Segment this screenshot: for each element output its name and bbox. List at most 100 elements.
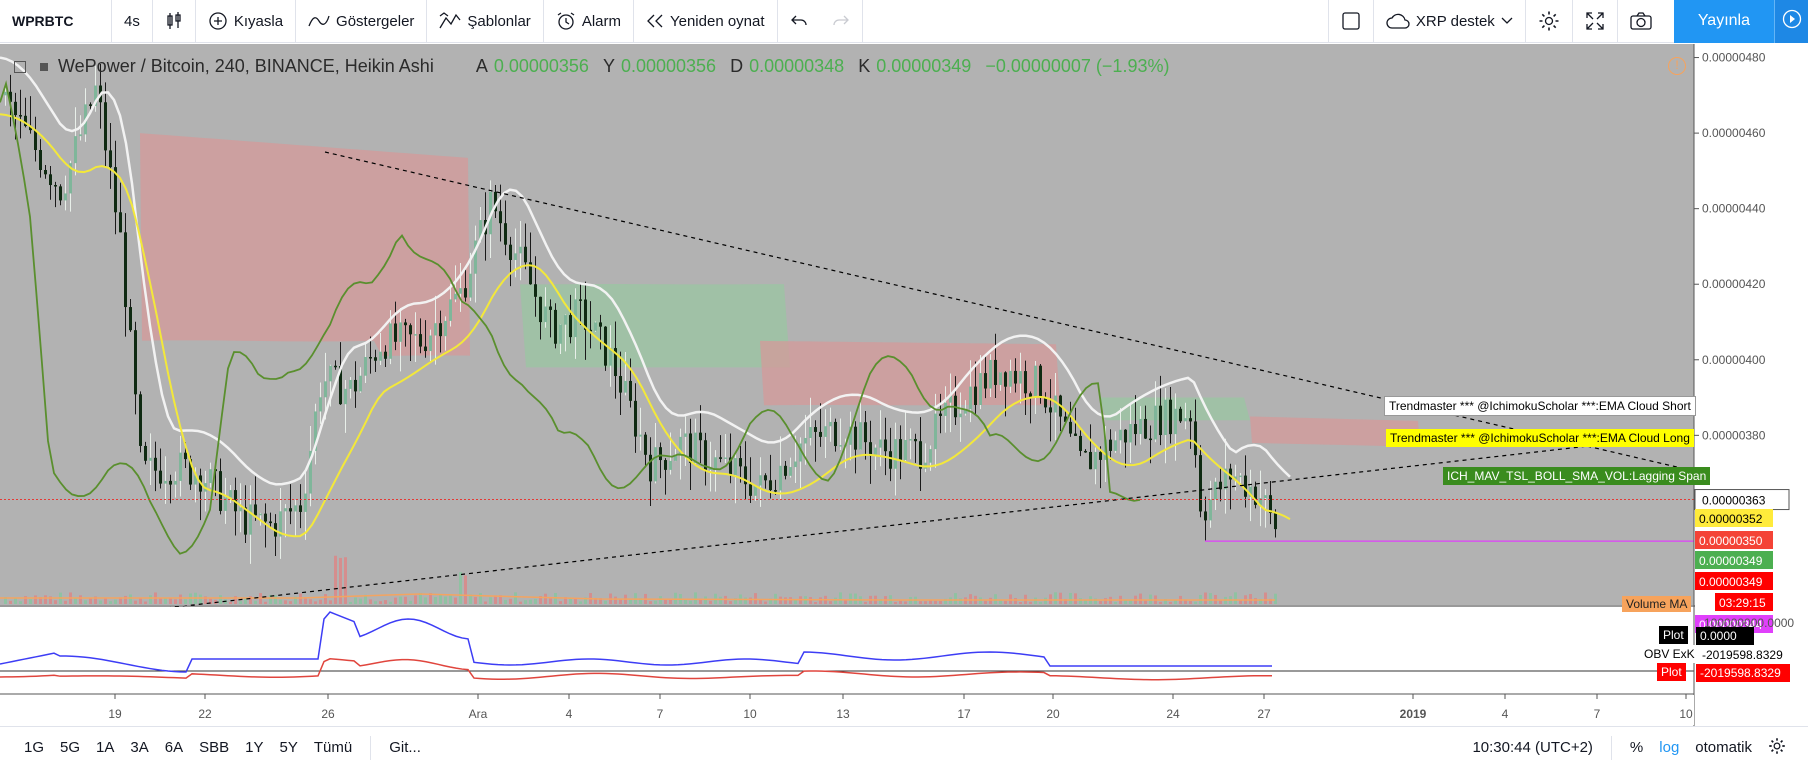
- candle-body: [129, 307, 132, 331]
- volume-bar: [409, 600, 412, 604]
- candle-body: [119, 212, 122, 233]
- candle-body: [754, 485, 757, 496]
- candle-body: [889, 451, 892, 469]
- volume-bar: [709, 600, 712, 604]
- candle-body: [814, 427, 817, 432]
- symbol-search-button[interactable]: WPRBTC: [0, 0, 112, 43]
- clock-timezone[interactable]: 10:30:44 (UTC+2): [1472, 739, 1593, 756]
- compare-button[interactable]: Kıyasla: [196, 0, 297, 43]
- volume-bar: [1009, 594, 1012, 604]
- price-chart[interactable]: 0.00000480 0.00000460 0.00000440 0.00000420…: [0, 44, 1808, 726]
- candle-body: [759, 475, 762, 486]
- volume-bar: [459, 572, 462, 604]
- volume-bar: [29, 599, 32, 604]
- candle-body: [639, 434, 642, 437]
- chart-settings-button[interactable]: [1760, 737, 1794, 759]
- candle-body: [944, 402, 947, 416]
- volume-bar: [854, 593, 857, 604]
- obv-value: -2019598.8329: [1702, 648, 1783, 662]
- auto-toggle[interactable]: otomatik: [1695, 739, 1752, 756]
- settings-button[interactable]: [1526, 0, 1573, 43]
- redo-button[interactable]: [820, 0, 863, 43]
- candle-body: [794, 461, 797, 468]
- fullscreen-icon: [1585, 11, 1605, 31]
- ema-long-line: [0, 113, 1291, 538]
- interval-button[interactable]: 4s: [112, 0, 153, 43]
- candle-body: [439, 323, 442, 337]
- volume-bar: [544, 593, 547, 604]
- volume-bar: [509, 598, 512, 604]
- candle-body: [704, 440, 707, 470]
- volume-bar: [284, 600, 287, 604]
- volume-bar: [749, 597, 752, 604]
- volume-bar: [629, 599, 632, 604]
- price-label-box: [1695, 509, 1773, 527]
- range-6m[interactable]: 6A: [164, 739, 184, 756]
- fullscreen-button[interactable]: [1573, 0, 1618, 43]
- volume-bar: [254, 600, 257, 604]
- candle-body: [144, 445, 147, 461]
- candle-body: [1244, 475, 1247, 497]
- goto-button[interactable]: Git...: [389, 739, 421, 756]
- indicators-button[interactable]: Göstergeler: [296, 0, 428, 43]
- alarm-label: Alarm: [581, 12, 621, 30]
- candle-body: [824, 426, 827, 437]
- publish-dropdown-button[interactable]: [1774, 0, 1808, 43]
- range-1y[interactable]: 1Y: [245, 739, 264, 756]
- volume-bar: [14, 597, 17, 604]
- replay-button[interactable]: Yeniden oynat: [634, 0, 778, 43]
- candle-body: [269, 521, 272, 524]
- chart-area[interactable]: 0.00000480 0.00000460 0.00000440 0.00000420…: [0, 44, 1808, 726]
- volume-bar: [574, 598, 577, 604]
- candle-body: [989, 359, 992, 389]
- candle-body: [854, 426, 857, 450]
- candle-body: [709, 468, 712, 470]
- price-axis[interactable]: 0.00000480 0.00000460 0.00000440 0.00000420…: [1694, 44, 1808, 694]
- range-all[interactable]: Tümü: [313, 739, 353, 756]
- volume-bar: [1139, 593, 1142, 604]
- legend-collapse-icon[interactable]: [14, 60, 26, 73]
- candle-body: [529, 262, 532, 285]
- volume-bar: [929, 600, 932, 604]
- candle-body: [729, 457, 732, 476]
- legend-title[interactable]: WePower / Bitcoin, 240, BINANCE, Heikin …: [58, 56, 434, 76]
- alarm-button[interactable]: Alarm: [544, 0, 634, 43]
- volume-bar: [394, 597, 397, 604]
- candle-body: [774, 490, 777, 492]
- volume-bar: [604, 600, 607, 604]
- volume-bar: [899, 600, 902, 604]
- snapshot-button[interactable]: [1618, 0, 1664, 43]
- range-5y[interactable]: 5Y: [279, 739, 298, 756]
- volume-bar: [954, 593, 957, 604]
- volume-bar: [684, 599, 687, 604]
- time-axis[interactable]: 19 22 26 Ara 4 7 10 13 17 20 24 27 2019 4 7 10: [0, 694, 1694, 725]
- volume-bar: [959, 598, 962, 604]
- percent-toggle[interactable]: %: [1629, 739, 1644, 756]
- candle-body: [389, 323, 392, 359]
- cloud-green-band: [520, 284, 790, 368]
- time-tick-label: 17: [957, 707, 971, 721]
- range-5d[interactable]: 5G: [60, 739, 81, 756]
- range-1m[interactable]: 1A: [96, 739, 115, 756]
- templates-button[interactable]: Şablonlar: [427, 0, 544, 43]
- range-1d[interactable]: 1G: [24, 739, 45, 756]
- undo-button[interactable]: [778, 0, 820, 43]
- info-circle-icon[interactable]: !: [1668, 57, 1686, 75]
- range-3m[interactable]: 3A: [130, 739, 149, 756]
- log-toggle[interactable]: log: [1659, 739, 1680, 756]
- price-label-text: 0.00000352: [1699, 512, 1763, 526]
- account-cloud-button[interactable]: XRP destek: [1374, 0, 1526, 43]
- candle-body: [649, 454, 652, 482]
- volume-bar: [649, 601, 652, 604]
- price-label-text: 0.00000349: [1699, 575, 1763, 589]
- candle-body: [1239, 475, 1242, 478]
- candle-body: [1134, 424, 1137, 435]
- bottom-divider: [370, 735, 372, 760]
- publish-button[interactable]: Yayınla: [1673, 0, 1774, 43]
- layout-button[interactable]: [1327, 0, 1374, 43]
- range-ytd[interactable]: SBB: [199, 739, 230, 756]
- volume-bar: [199, 594, 202, 604]
- candle-body: [629, 380, 632, 401]
- candle-body: [39, 150, 42, 170]
- chart-style-button[interactable]: [153, 0, 196, 43]
